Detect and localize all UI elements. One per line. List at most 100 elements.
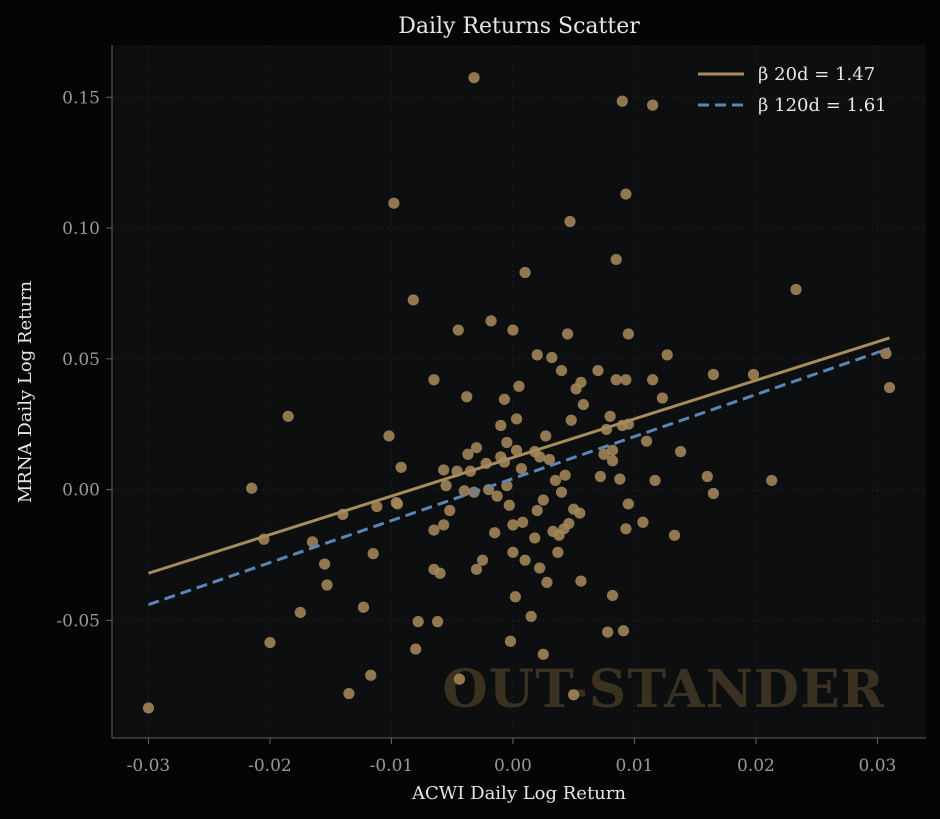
- data-point: [371, 500, 383, 513]
- data-point: [563, 517, 575, 530]
- x-tick-label: 0.01: [615, 756, 653, 776]
- data-point: [574, 507, 586, 519]
- data-point: [507, 324, 519, 336]
- beta-lines: [147, 336, 891, 607]
- data-point: [428, 374, 440, 386]
- data-point: [142, 702, 155, 714]
- data-point: [668, 529, 681, 541]
- data-point: [501, 436, 513, 449]
- data-point: [565, 414, 577, 426]
- data-point: [531, 349, 543, 361]
- data-point: [620, 374, 632, 386]
- data-point: [513, 380, 525, 392]
- data-point: [264, 636, 276, 649]
- data-point: [246, 482, 258, 494]
- x-tick-label: 0.00: [494, 756, 532, 776]
- data-point: [489, 527, 501, 539]
- watermark-text: OUT-STANDER: [442, 659, 885, 720]
- data-point: [458, 485, 470, 497]
- data-point: [766, 474, 778, 487]
- data-point: [534, 562, 546, 574]
- data-point: [617, 625, 630, 637]
- data-point: [674, 446, 687, 458]
- data-point: [343, 687, 355, 700]
- data-point: [606, 444, 619, 456]
- data-point: [647, 99, 659, 111]
- data-point: [614, 473, 626, 485]
- data-point: [543, 453, 555, 466]
- data-point: [383, 430, 395, 442]
- data-point: [610, 374, 622, 386]
- data-point: [656, 392, 668, 404]
- data-point: [388, 197, 400, 209]
- data-point: [395, 461, 407, 473]
- data-point: [620, 188, 632, 200]
- data-point: [549, 474, 562, 487]
- x-tick-label: -0.01: [370, 756, 414, 776]
- y-tick-label: 0.10: [62, 219, 100, 239]
- data-point: [510, 444, 523, 456]
- data-point: [883, 381, 896, 394]
- data-point: [537, 494, 549, 506]
- data-point: [541, 576, 553, 589]
- data-point: [546, 351, 558, 364]
- y-tick-label: -0.05: [56, 611, 100, 631]
- y-axis-label: MRNA Daily Log Return: [15, 280, 36, 503]
- data-point: [428, 524, 440, 536]
- data-point: [622, 498, 634, 510]
- x-tick-label: -0.03: [127, 756, 171, 776]
- data-point: [470, 442, 483, 454]
- data-point: [537, 648, 549, 660]
- data-point: [602, 626, 614, 638]
- y-tick-label: 0.05: [62, 350, 100, 370]
- data-point: [319, 558, 331, 570]
- data-point: [622, 328, 634, 340]
- data-point: [367, 548, 379, 560]
- data-point: [552, 546, 564, 558]
- data-point: [432, 616, 444, 628]
- data-point: [568, 689, 580, 701]
- data-point: [561, 328, 574, 340]
- y-tick-label: 0.00: [62, 481, 100, 501]
- data-point: [510, 413, 523, 425]
- data-point: [575, 376, 587, 388]
- data-point: [357, 601, 370, 613]
- data-point: [707, 368, 719, 381]
- data-point: [440, 480, 452, 492]
- data-point: [604, 410, 616, 422]
- data-point: [559, 469, 571, 481]
- data-point: [640, 435, 653, 447]
- data-point: [515, 463, 528, 475]
- data-point: [647, 374, 659, 386]
- legend-label-beta-20d: β 20d = 1.47: [758, 64, 875, 85]
- data-point: [391, 498, 404, 510]
- data-point: [294, 606, 306, 619]
- data-point: [620, 523, 632, 535]
- data-point: [616, 95, 628, 107]
- data-point: [606, 455, 619, 467]
- data-point: [649, 474, 661, 487]
- data-point: [555, 364, 568, 377]
- data-point: [701, 470, 713, 483]
- data-point: [519, 266, 531, 279]
- data-point: [365, 669, 377, 681]
- data-point: [438, 519, 450, 531]
- data-point: [531, 504, 543, 517]
- data-point: [434, 567, 446, 579]
- data-point: [452, 324, 464, 336]
- data-point: [498, 393, 511, 405]
- beta-line-0: [147, 336, 891, 575]
- data-point: [540, 430, 552, 442]
- data-point: [453, 673, 466, 685]
- data-point: [525, 610, 537, 622]
- data-point: [407, 294, 419, 306]
- y-ticks: -0.05 0.00 0.05 0.10 0.15: [56, 88, 112, 631]
- data-point: [637, 516, 649, 528]
- data-point: [606, 589, 619, 602]
- axes: [111, 45, 926, 739]
- data-point: [412, 616, 424, 628]
- data-point: [444, 504, 456, 517]
- x-axis-label: ACWI Daily Log Return: [411, 783, 626, 804]
- data-point: [476, 554, 489, 566]
